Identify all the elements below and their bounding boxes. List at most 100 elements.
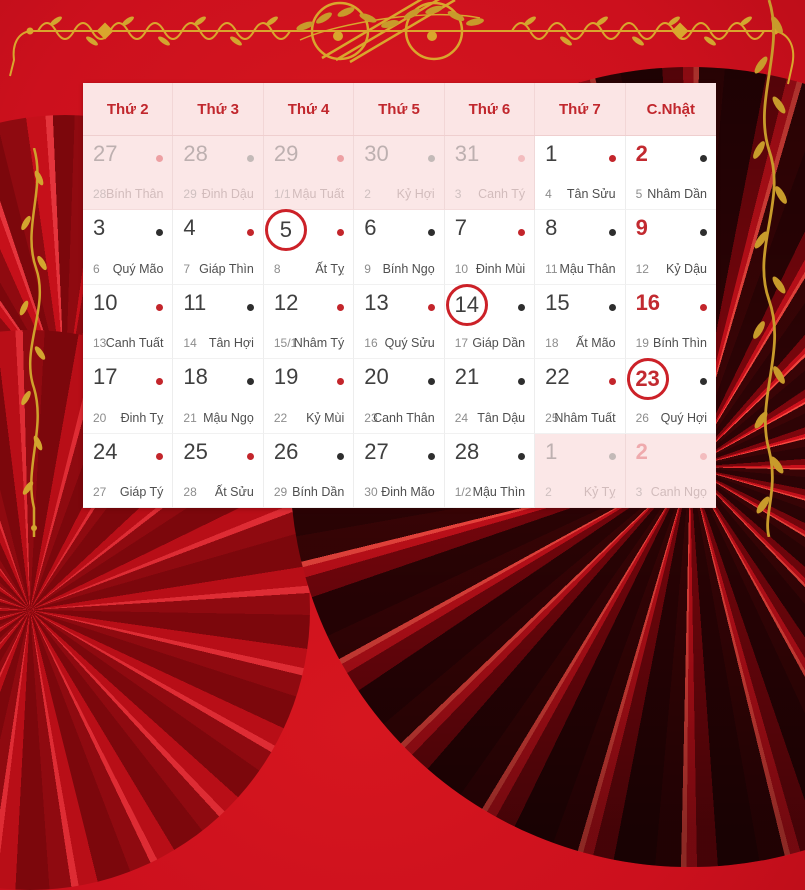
day-cell-week3-col6[interactable]: 15 18 Ất Mão	[535, 284, 626, 360]
canchi-name: Canh Tuất	[105, 336, 164, 351]
canchi-name: Đinh Dậu	[201, 187, 254, 202]
canchi-name: Giáp Thìn	[199, 261, 254, 276]
event-dot	[246, 452, 254, 460]
day-cell-week2-col4[interactable]: 6 9 Bính Ngọ	[354, 210, 445, 285]
event-dot	[700, 229, 707, 237]
canchi-name: Tân Dậu	[477, 410, 526, 425]
day-cell-week1-col3[interactable]: 29 1/1 Mậu Tuất	[263, 136, 355, 211]
solar-date: 31	[454, 141, 480, 166]
event-dot	[700, 378, 707, 386]
solar-date: 1	[545, 141, 558, 166]
day-cell-week5-col7[interactable]: 2 3 Canh Ngọ	[625, 433, 716, 508]
solar-date: 26	[273, 438, 299, 464]
day-cell-week4-col1[interactable]: 17 20 Đinh Tỵ	[83, 359, 174, 434]
day-cell-week3-col1[interactable]: 10 13 Canh Tuất	[83, 284, 174, 360]
lunar-date: 2	[545, 484, 552, 499]
event-dot	[156, 303, 164, 311]
day-cell-week3-col2[interactable]: 11 14 Tân Hợi	[173, 284, 264, 360]
solar-date: 12	[273, 289, 299, 315]
event-dot	[700, 303, 707, 311]
solar-date: 7	[454, 215, 467, 241]
calendar-grid: 27 28 Bính Thân 28 29 Đinh Dậu 29 1/1 Mậu Tuất 30…	[83, 136, 716, 508]
day-cell-week5-col1[interactable]: 24 27 Giáp Tý	[83, 433, 174, 508]
canchi-name: Đinh Mùi	[475, 261, 526, 276]
day-cell-week5-col3[interactable]: 26 29 Bính Dần	[263, 433, 355, 508]
lunar-date: 11	[545, 261, 558, 276]
lunar-date: 23	[364, 410, 378, 425]
day-cell-week2-col3[interactable]: 5 8 Ất Tỵ	[263, 209, 355, 285]
day-cell-week2-col6[interactable]: 8 11 Mậu Thân	[535, 210, 626, 285]
lunar-date: 7	[183, 261, 191, 276]
lunar-date: 25	[545, 410, 559, 425]
canchi-name: Quý Mão	[112, 261, 164, 276]
event-dot	[156, 155, 164, 162]
day-cell-week4-col3[interactable]: 19 22 Kỷ Mùi	[263, 359, 355, 434]
lunar-date: 1/1	[273, 187, 291, 202]
event-dot	[518, 303, 526, 311]
canchi-name: Bính Thân	[105, 187, 164, 202]
day-cell-week5-col4[interactable]: 27 30 Đinh Mão	[354, 433, 445, 508]
event-dot	[518, 452, 526, 460]
lunar-date: 3	[454, 187, 462, 202]
day-cell-week1-col1[interactable]: 27 28 Bính Thân	[83, 136, 174, 211]
event-dot	[337, 155, 345, 162]
lunar-date: 22	[273, 410, 288, 425]
day-cell-week2-col5[interactable]: 7 10 Đinh Mùi	[444, 210, 536, 285]
event-dot	[427, 303, 435, 311]
lunar-date: 21	[183, 410, 197, 425]
lunar-date: 29	[273, 484, 288, 499]
lunar-date: 3	[635, 484, 643, 499]
day-cell-week1-col2[interactable]: 28 29 Đinh Dậu	[173, 136, 264, 211]
canchi-name: Canh Ngọ	[650, 484, 707, 499]
lunar-date: 2	[364, 187, 371, 202]
lunar-date: 20	[93, 410, 107, 425]
lunar-date: 15/1	[273, 336, 298, 351]
day-cell-week3-col3[interactable]: 12 15/1 Nhâm Tý	[263, 284, 355, 360]
day-cell-week5-col2[interactable]: 25 28 Ất Sửu	[173, 433, 264, 508]
gold-ornament-top-icon	[9, 0, 795, 85]
day-cell-week1-col7[interactable]: 2 5 Nhâm Dần	[625, 136, 716, 211]
day-cell-week4-col4[interactable]: 20 23 Canh Thân	[354, 359, 445, 434]
day-cell-week4-col6[interactable]: 22 25 Nhâm Tuất	[535, 359, 626, 434]
event-dot	[427, 378, 435, 386]
solar-date: 8	[545, 215, 558, 241]
day-cell-week3-col5[interactable]: 14 17 Giáp Dần	[444, 283, 536, 360]
day-cell-week4-col5[interactable]: 21 24 Tân Dậu	[444, 359, 536, 434]
event-dot	[518, 155, 526, 162]
lunar-date: 12	[635, 261, 649, 276]
canchi-name: Ất Mão	[575, 336, 616, 351]
lunar-date: 5	[635, 187, 643, 202]
day-cell-week2-col7[interactable]: 9 12 Kỷ Dậu	[625, 210, 716, 285]
day-cell-week1-col5[interactable]: 31 3 Canh Tý	[444, 136, 536, 211]
day-cell-week5-col6[interactable]: 1 2 Kỷ Tỵ	[535, 433, 626, 508]
weekday-header-row: Thứ 2 Thứ 3 Thứ 4 Thứ 5 Thứ 6 Thứ 7 C.Nhật	[83, 83, 716, 136]
day-cell-week3-col4[interactable]: 13 16 Quý Sửu	[354, 284, 445, 360]
solar-date: 29	[273, 141, 299, 166]
day-cell-week4-col7[interactable]: 23 26 Quý Hợi	[625, 358, 716, 434]
canchi-name: Giáp Tý	[119, 484, 164, 499]
canchi-name: Đinh Mão	[381, 484, 435, 499]
event-dot	[156, 229, 164, 237]
lunar-date: 24	[454, 410, 469, 425]
day-cell-week3-col7[interactable]: 16 19 Bính Thìn	[625, 284, 716, 360]
canchi-name: Bính Thìn	[653, 336, 707, 351]
canchi-name: Mậu Thìn	[472, 484, 526, 499]
canchi-name: Tân Sửu	[566, 187, 616, 202]
lunar-date: 29	[183, 187, 197, 202]
day-cell-week5-col5[interactable]: 28 1/2 Mậu Thìn	[444, 433, 536, 508]
event-dot	[518, 229, 526, 237]
event-dot	[608, 303, 616, 311]
day-cell-week2-col1[interactable]: 3 6 Quý Mão	[83, 210, 174, 285]
solar-date: 24	[93, 438, 118, 464]
day-cell-week1-col6[interactable]: 1 4 Tân Sửu	[535, 136, 626, 211]
canchi-name: Mậu Thân	[559, 261, 616, 276]
day-cell-week1-col4[interactable]: 30 2 Kỷ Hợi	[354, 136, 445, 211]
solar-date: 28	[454, 438, 480, 464]
solar-date: 19	[273, 364, 299, 390]
weekday-header-5: Thứ 6	[445, 83, 536, 135]
day-cell-week2-col2[interactable]: 4 7 Giáp Thìn	[173, 210, 264, 285]
day-cell-week4-col2[interactable]: 18 21 Mậu Ngọ	[173, 359, 264, 434]
lunar-date: 30	[364, 484, 378, 499]
event-dot	[337, 229, 345, 237]
canchi-name: Giáp Dần	[472, 336, 526, 351]
